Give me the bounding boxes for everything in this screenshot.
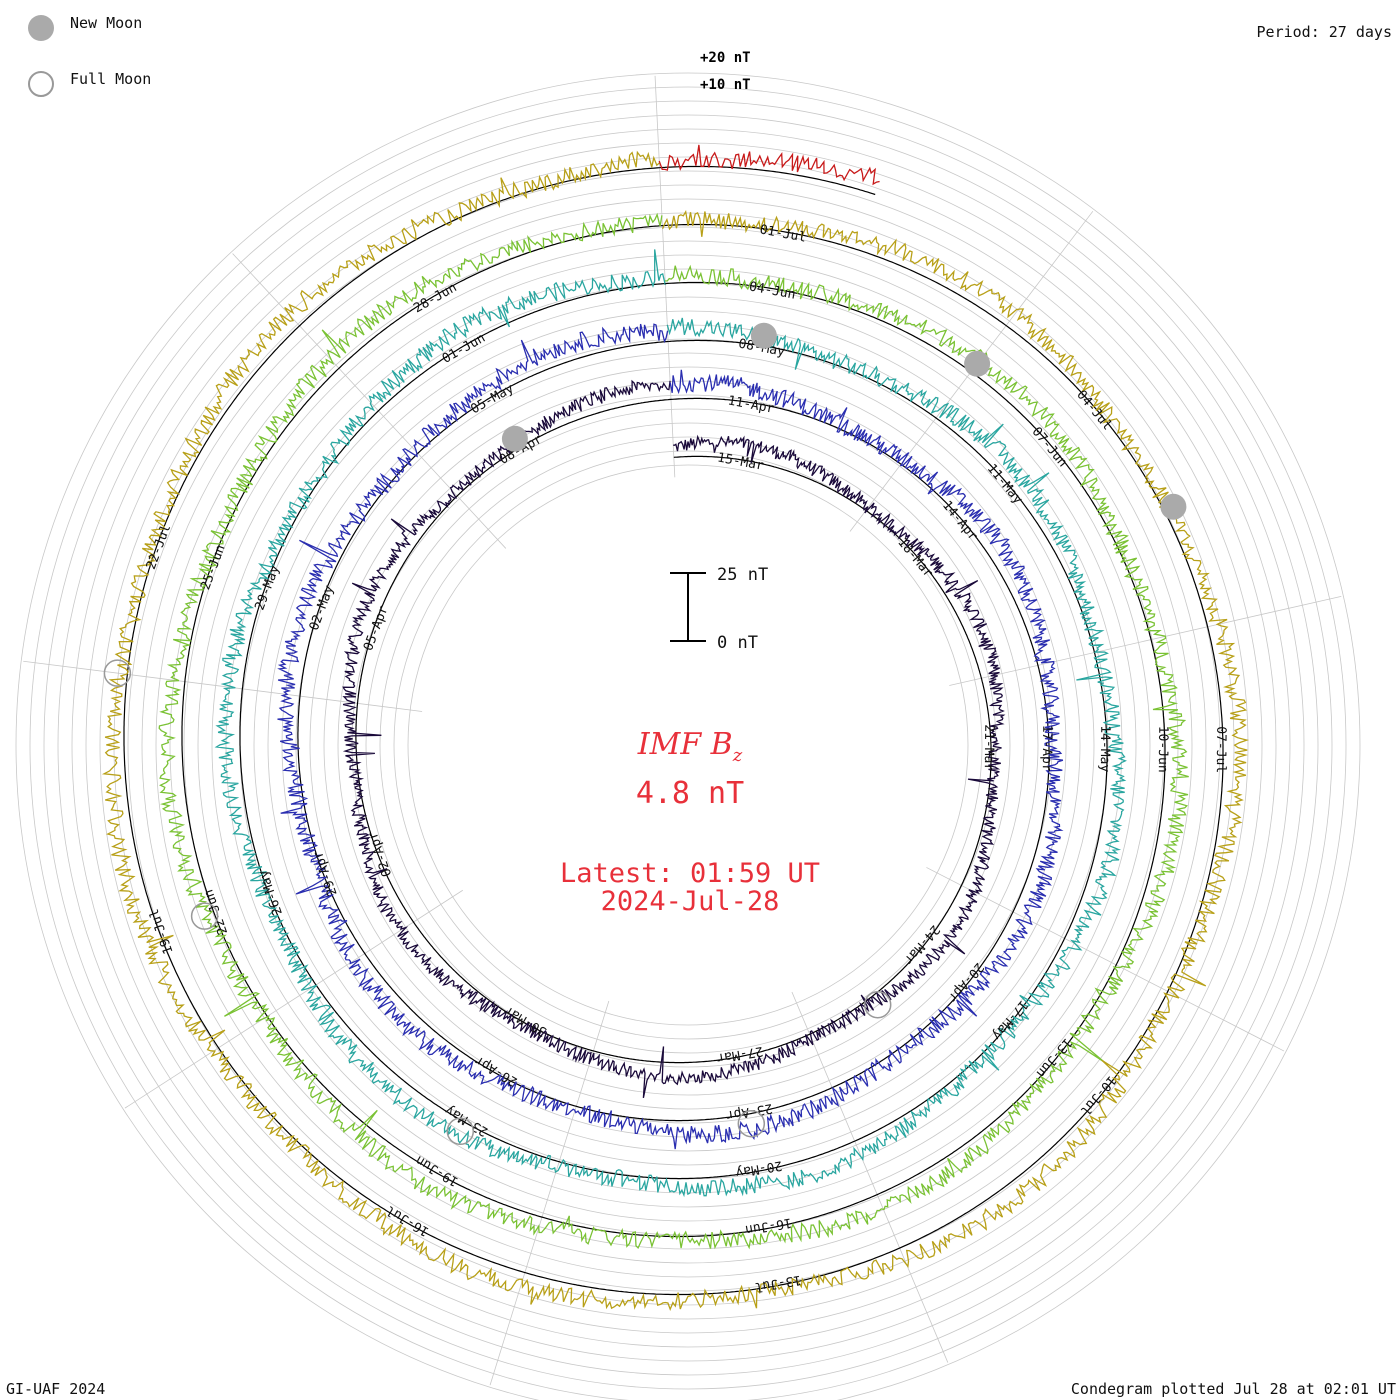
date-tick-label: 13-Jun	[1033, 1035, 1075, 1080]
grid-spoke	[949, 595, 1342, 686]
grid-ring	[15, 72, 1361, 1400]
date-tick-label: 11-May	[984, 461, 1026, 507]
grid-ring	[43, 100, 1333, 1390]
series-trace	[277, 323, 1064, 1150]
grid-ring	[169, 226, 1207, 1264]
series-trace	[342, 379, 1006, 1099]
scale-label-plus10: +10 nT	[700, 77, 751, 93]
new-moon-label: New Moon	[70, 14, 143, 32]
baseline-spiral	[659, 165, 876, 196]
full-moon-marker	[103, 659, 132, 687]
grid-spoke	[23, 660, 423, 712]
series-trace	[658, 144, 880, 186]
date-tick-label: 26-Apr	[472, 1052, 520, 1089]
date-tick-label: 05-Apr	[361, 604, 392, 653]
grid-spoke	[232, 253, 507, 549]
date-tick-label: 10-Jun	[1155, 726, 1170, 773]
new-moon-marker	[1160, 493, 1187, 520]
date-tick-label: 29-May	[252, 563, 283, 612]
ring-scale-labels: +20 nT +10 nT	[700, 50, 751, 93]
polar-grid	[15, 72, 1361, 1400]
series-layer	[101, 144, 1250, 1311]
date-tick-label: 20-May	[734, 1157, 783, 1180]
date-tick-label: 26-May	[256, 868, 286, 917]
full-moon-marker	[863, 990, 892, 1019]
full-moon-marker	[190, 902, 219, 930]
full-moon-label: Full Moon	[70, 70, 152, 88]
quantity-subscript: z	[732, 745, 743, 766]
date-tick-label: 07-Jun	[1029, 424, 1070, 470]
date-tick-label: 11-Apr	[727, 394, 776, 417]
date-tick-label: 17-Apr	[1039, 725, 1054, 772]
baseline-spiral	[297, 340, 1050, 1122]
current-value: 4.8 nT	[635, 776, 745, 811]
grid-ring	[127, 184, 1249, 1306]
scale-bar-bottom-label: 0 nT	[717, 633, 758, 653]
period-label: Period: 27 days	[1256, 23, 1392, 41]
latest-time: Latest: 01:59 UT	[559, 858, 821, 889]
grid-ring	[365, 422, 1011, 1068]
grid-spoke	[489, 1000, 610, 1386]
full-moon-icon	[28, 71, 54, 97]
date-tick-label: 13-Jul	[753, 1272, 802, 1295]
grid-ring	[71, 128, 1305, 1362]
plotted-timestamp: Condegram plotted Jul 28 at 02:01 UT	[1070, 1380, 1396, 1398]
grid-ring	[323, 380, 1053, 1110]
date-tick-label: 07-Jul	[1213, 726, 1228, 773]
grid-ring	[393, 450, 983, 1040]
grid-ring	[113, 170, 1263, 1320]
grid-ring	[281, 338, 1095, 1152]
baseline-spiral	[239, 283, 1108, 1180]
scale-bar-top-label: 25 nT	[717, 565, 768, 585]
grid-ring	[155, 212, 1221, 1278]
moon-phase-layer	[103, 322, 1187, 1146]
grid-ring	[309, 366, 1067, 1124]
grid-ring	[99, 156, 1277, 1334]
date-tick-label: 01-Jun	[440, 331, 488, 367]
grid-spoke	[654, 75, 676, 478]
full-moon-marker	[737, 1109, 766, 1138]
scale-bar: 25 nT 0 nT	[670, 565, 768, 653]
latest-date: 2024-Jul-28	[600, 886, 780, 917]
grid-spoke	[791, 991, 949, 1363]
full-moon-marker	[446, 1117, 475, 1146]
date-tick-label: 21-Mar	[981, 724, 996, 771]
date-tick-label: 29-Apr	[311, 848, 341, 897]
grid-ring	[197, 254, 1179, 1236]
grid-ring	[211, 268, 1165, 1222]
quantity-title: IMF Bz	[490, 727, 890, 766]
grid-ring	[407, 464, 969, 1026]
date-tick-label: 04-Jun	[748, 279, 797, 302]
quantity-name: IMF B	[637, 727, 733, 762]
grid-spoke	[926, 867, 1285, 1052]
baseline-spiral	[355, 398, 992, 1064]
grid-ring	[57, 114, 1319, 1376]
series-trace	[214, 249, 1127, 1198]
new-moon-marker	[964, 350, 991, 377]
scale-label-plus20: +20 nT	[700, 50, 751, 66]
date-tick-label: 14-May	[1097, 725, 1112, 772]
series-trace	[158, 212, 1189, 1250]
grid-spoke	[124, 889, 463, 1109]
date-tick-label: 19-Jun	[413, 1152, 461, 1189]
baseline-spiral	[123, 167, 1224, 1296]
new-moon-icon	[28, 15, 54, 41]
grid-ring	[85, 142, 1291, 1348]
grid-ring	[29, 86, 1347, 1400]
date-tick-label: 24-Mar	[900, 922, 942, 968]
grid-ring	[337, 394, 1039, 1096]
new-moon-marker	[750, 322, 777, 349]
series-trace	[101, 150, 1250, 1311]
grid-ring	[183, 240, 1193, 1250]
new-moon-marker	[501, 425, 528, 452]
grid-ring	[379, 436, 997, 1054]
credit-label: GI-UAF 2024	[6, 1380, 106, 1398]
